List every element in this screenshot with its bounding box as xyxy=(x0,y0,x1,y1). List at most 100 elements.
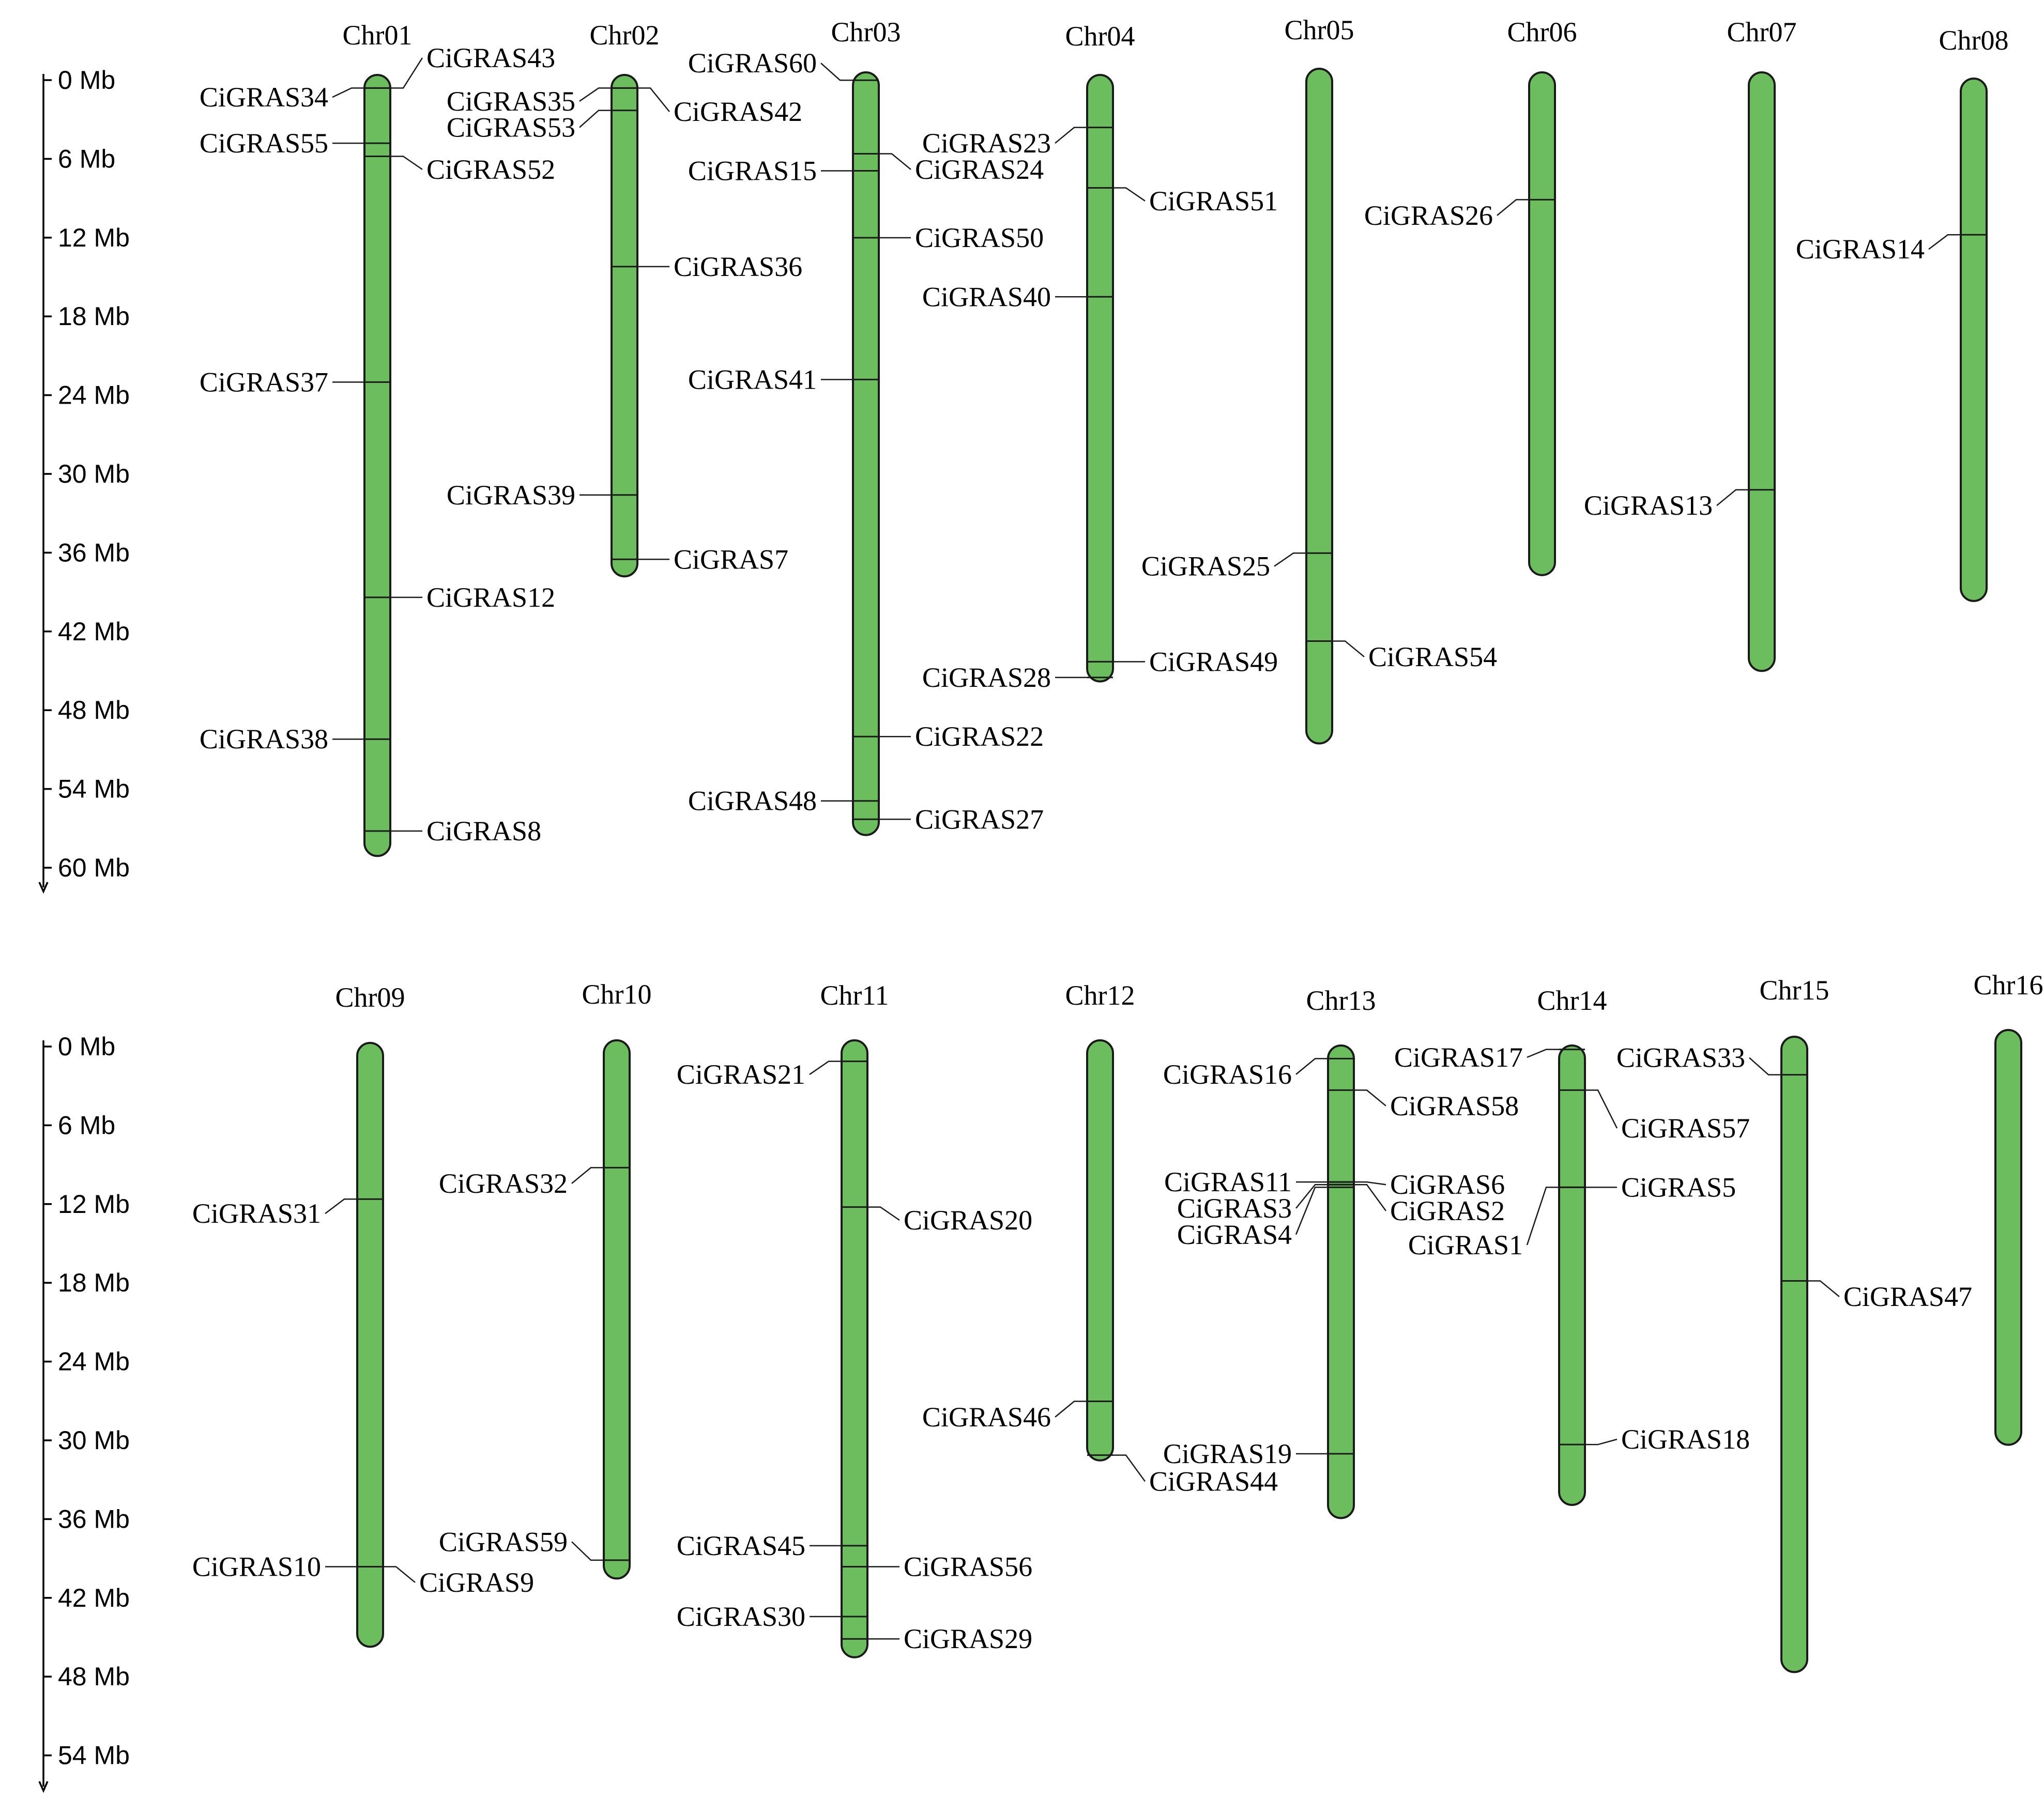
gene-cigras40: CiGRAS40 xyxy=(922,281,1113,312)
gene-leader-line xyxy=(1113,1454,1146,1482)
gene-label: CiGRAS52 xyxy=(426,154,555,185)
gene-label: CiGRAS49 xyxy=(1149,646,1278,677)
gene-leader-line xyxy=(325,1198,357,1214)
chromosome-chr03: Chr03 CiGRAS60 CiGRAS24 CiGRAS15 CiGRAS50 CiG… xyxy=(688,17,1044,836)
gene-label: CiGRAS9 xyxy=(419,1567,534,1598)
gene-label: CiGRAS30 xyxy=(677,1601,805,1632)
gene-leader-line xyxy=(579,87,612,102)
gene-label: CiGRAS53 xyxy=(447,112,575,143)
chromosome-title: Chr02 xyxy=(590,20,660,51)
chromosome-bar xyxy=(852,71,880,836)
gene-cigras59: CiGRAS59 xyxy=(439,1526,630,1561)
axis-tick-label: 6 Mb xyxy=(58,1111,115,1140)
gene-label: CiGRAS11 xyxy=(1164,1166,1292,1197)
gene-label: CiGRAS42 xyxy=(674,96,802,127)
gene-leader-line xyxy=(1585,1089,1618,1129)
gene-cigras32: CiGRAS32 xyxy=(439,1166,630,1199)
gene-label: CiGRAS37 xyxy=(200,366,328,397)
gene-cigras46: CiGRAS46 xyxy=(922,1401,1113,1433)
chromosome-bar xyxy=(1748,71,1776,672)
gene-cigras27: CiGRAS27 xyxy=(853,804,1044,835)
gene-cigras23: CiGRAS23 xyxy=(922,127,1113,159)
chromosome-bar xyxy=(1086,74,1114,683)
gene-cigras52: CiGRAS52 xyxy=(364,154,555,185)
gene-cigras14: CiGRAS14 xyxy=(1796,234,1987,265)
axis-tick-label: 36 Mb xyxy=(58,1504,130,1533)
gene-cigras50: CiGRAS50 xyxy=(853,222,1044,253)
chromosome-chr11: Chr11 CiGRAS21 CiGRAS20 CiGRAS45 CiGRAS56 CiG… xyxy=(677,980,1032,1658)
gene-leader-line xyxy=(637,87,670,112)
gene-cigras18: CiGRAS18 xyxy=(1559,1424,1750,1455)
chromosome-bar xyxy=(1960,78,1988,602)
gene-cigras39: CiGRAS39 xyxy=(447,480,637,511)
gene-label: CiGRAS31 xyxy=(192,1198,321,1229)
gene-cigras5: CiGRAS5 xyxy=(1559,1172,1736,1203)
chromosome-bar xyxy=(1086,1039,1114,1462)
gene-label: CiGRAS22 xyxy=(915,721,1044,752)
gene-leader-line xyxy=(332,87,364,98)
gene-label: CiGRAS23 xyxy=(922,128,1051,159)
gene-label: CiGRAS60 xyxy=(688,48,817,79)
gene-label: CiGRAS40 xyxy=(922,281,1051,312)
gene-cigras4: CiGRAS4 xyxy=(1177,1186,1354,1250)
axis-tick-label: 30 Mb xyxy=(58,1426,130,1455)
chromosome-bar xyxy=(841,1039,868,1658)
chromosome-chr14: Chr14 CiGRAS17 CiGRAS57 CiGRAS5 CiGRAS1 CiGRA… xyxy=(1394,985,1750,1506)
gene-label: CiGRAS3 xyxy=(1177,1193,1292,1224)
axis-arrow-icon xyxy=(38,1781,49,1793)
axis-tick-label: 30 Mb xyxy=(58,459,130,488)
chromosome-title: Chr10 xyxy=(582,979,652,1010)
gene-leader-line xyxy=(1585,1438,1618,1446)
gene-leader-line xyxy=(867,1206,900,1221)
gene-leader-line xyxy=(383,1566,416,1583)
axis-tick-label: 12 Mb xyxy=(58,1190,130,1219)
gene-cigras17: CiGRAS17 xyxy=(1394,1042,1585,1073)
gene-cigras11: CiGRAS11 xyxy=(1164,1166,1354,1197)
gene-label: CiGRAS7 xyxy=(674,544,788,575)
gene-cigras9: CiGRAS9 xyxy=(357,1565,534,1598)
gene-cigras10: CiGRAS10 xyxy=(192,1551,383,1582)
gene-leader-line xyxy=(390,57,423,89)
gene-label: CiGRAS28 xyxy=(922,662,1051,693)
chromosome-bar xyxy=(1528,71,1556,576)
gene-cigras60: CiGRAS60 xyxy=(688,48,879,81)
chromosome-bar xyxy=(1327,1044,1355,1519)
chromosome-bar xyxy=(1780,1036,1808,1673)
gene-label: CiGRAS38 xyxy=(200,724,328,755)
axis-tick-label: 42 Mb xyxy=(58,617,130,646)
chromosome-title: Chr09 xyxy=(335,982,405,1013)
gene-label: CiGRAS24 xyxy=(915,154,1044,185)
chromosome-chr10: Chr10 CiGRAS32 CiGRAS59 xyxy=(439,979,652,1580)
axis-tick-label: 18 Mb xyxy=(58,302,130,331)
gene-label: CiGRAS44 xyxy=(1149,1466,1278,1497)
gene-cigras43: CiGRAS43 xyxy=(364,42,555,89)
gene-label: CiGRAS59 xyxy=(439,1526,568,1557)
gene-cigras7: CiGRAS7 xyxy=(612,544,788,575)
gene-label: CiGRAS21 xyxy=(677,1059,805,1090)
gene-leader-line xyxy=(1295,1058,1328,1075)
gene-cigras48: CiGRAS48 xyxy=(688,786,879,817)
chromosome-chr06: Chr06 CiGRAS26 xyxy=(1364,17,1577,576)
axis-tick-label: 54 Mb xyxy=(58,1741,130,1770)
gene-label: CiGRAS36 xyxy=(674,251,802,282)
axis-tick-label: 48 Mb xyxy=(58,696,130,725)
gene-label: CiGRAS19 xyxy=(1163,1438,1292,1469)
gene-cigras16: CiGRAS16 xyxy=(1163,1057,1354,1090)
axis-tick-label: 0 Mb xyxy=(58,1032,115,1061)
gene-cigras29: CiGRAS29 xyxy=(842,1623,1032,1654)
gene-cigras51: CiGRAS51 xyxy=(1087,186,1278,217)
axis-arrow-icon xyxy=(38,882,49,894)
gene-label: CiGRAS2 xyxy=(1390,1195,1505,1226)
gene-cigras12: CiGRAS12 xyxy=(364,582,555,613)
gene-cigras41: CiGRAS41 xyxy=(688,364,879,395)
gene-cigras54: CiGRAS54 xyxy=(1306,640,1497,672)
gene-cigras30: CiGRAS30 xyxy=(677,1601,867,1632)
axis-tick-label: 24 Mb xyxy=(58,381,130,410)
gene-cigras44: CiGRAS44 xyxy=(1087,1454,1278,1497)
chromosome-bar xyxy=(603,1039,631,1580)
chromosome-title: Chr04 xyxy=(1065,21,1135,52)
gene-cigras47: CiGRAS47 xyxy=(1781,1280,1972,1312)
chromosome-chr16: Chr16 xyxy=(1974,970,2043,1446)
gene-leader-line xyxy=(390,156,423,170)
